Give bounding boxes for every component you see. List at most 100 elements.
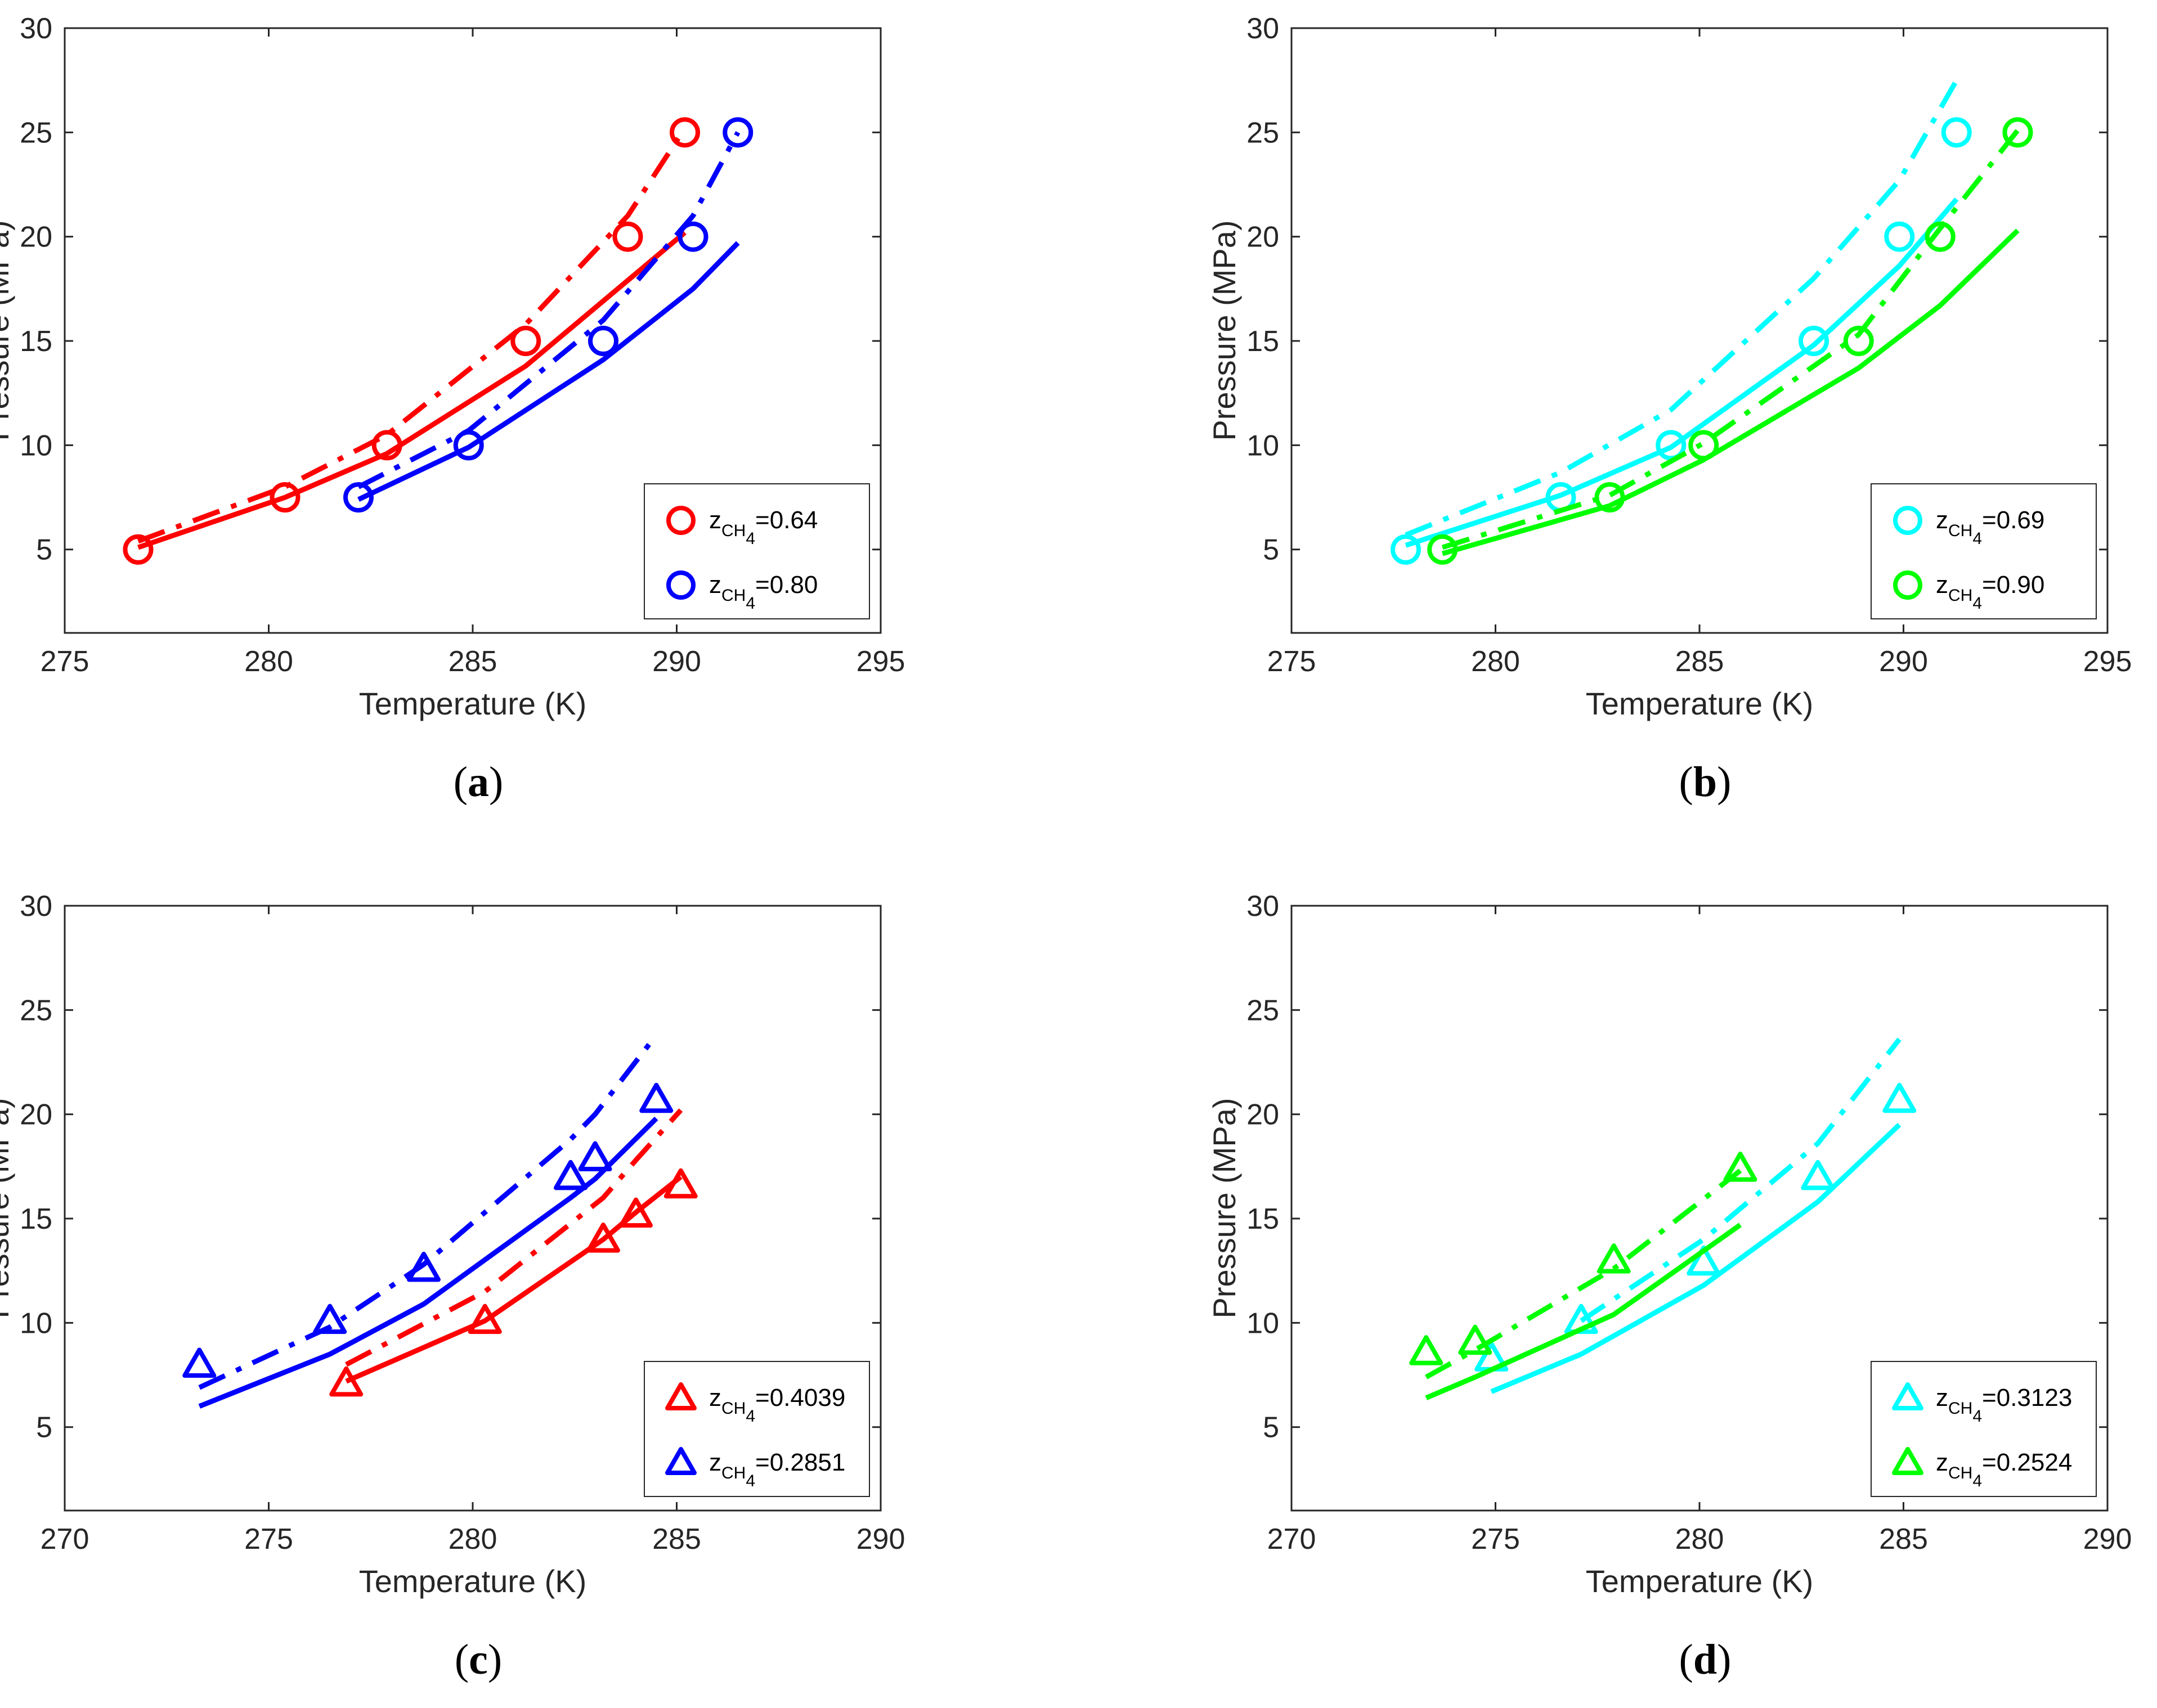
dashdot-line bbox=[1441, 128, 2020, 550]
legend-entry-label: zCH4=0.80 bbox=[709, 571, 818, 613]
data-point bbox=[1391, 534, 1421, 565]
panel-c: 270 275 280 285 290 5 10 15 20 25 30 Temperature (K… bbox=[0, 890, 905, 1683]
x-tick-label: 290 bbox=[652, 645, 701, 678]
series-0.2524 bbox=[1409, 1152, 1757, 1400]
legend-entry-label: zCH4=0.69 bbox=[1936, 506, 2044, 548]
y-tick-label: 25 bbox=[1246, 994, 1279, 1027]
x-tick-label: 290 bbox=[856, 1523, 905, 1556]
legend-marker bbox=[1892, 1447, 1923, 1475]
x-tick-label: 285 bbox=[1675, 645, 1724, 678]
data-point bbox=[554, 1159, 588, 1190]
x-tick-label: 295 bbox=[856, 645, 905, 678]
y-axis-label: Pressure (MPa) bbox=[1207, 1098, 1242, 1318]
panel-caption: (b) bbox=[1679, 758, 1732, 806]
data-point bbox=[1941, 117, 1972, 148]
x-axis-label: Temperature (K) bbox=[359, 1563, 587, 1599]
data-point bbox=[371, 430, 402, 461]
legend-entry-label: zCH4=0.64 bbox=[709, 506, 818, 548]
data-point bbox=[678, 221, 708, 252]
legend-marker bbox=[1893, 570, 1922, 600]
x-tick-label: 290 bbox=[2083, 1523, 2132, 1556]
data-point bbox=[1688, 430, 1719, 461]
x-tick-label: 280 bbox=[244, 645, 293, 678]
panel-caption: (c) bbox=[455, 1636, 502, 1683]
x-tick-label: 285 bbox=[449, 645, 497, 678]
y-axis-label: Pressure (MPa) bbox=[1207, 220, 1242, 441]
legend: zCH4=0.3123 zCH4=0.2524 bbox=[1871, 1361, 2097, 1497]
data-point bbox=[468, 1304, 502, 1334]
data-point bbox=[1427, 534, 1458, 565]
y-tick-label: 15 bbox=[20, 325, 52, 358]
legend-marker bbox=[665, 1447, 697, 1475]
x-axis-label: Temperature (K) bbox=[359, 686, 587, 721]
data-point bbox=[510, 326, 541, 357]
y-tick-label: 5 bbox=[1263, 1412, 1279, 1444]
series-0.90 bbox=[1427, 117, 2033, 565]
series-0.64 bbox=[123, 117, 700, 565]
data-point bbox=[1597, 1243, 1631, 1274]
y-tick-label: 10 bbox=[20, 429, 52, 462]
x-tick-label: 285 bbox=[652, 1523, 701, 1556]
data-point bbox=[1458, 1324, 1492, 1355]
dashdot-line bbox=[198, 1033, 658, 1390]
data-point bbox=[182, 1347, 217, 1378]
y-tick-label: 15 bbox=[1246, 1203, 1279, 1235]
data-point bbox=[2002, 117, 2033, 148]
x-tick-label: 280 bbox=[1471, 645, 1520, 678]
dashdot-line bbox=[357, 131, 741, 489]
data-point bbox=[1687, 1245, 1721, 1276]
legend-box bbox=[1871, 1361, 2097, 1497]
data-point bbox=[1882, 1082, 1917, 1113]
panel-caption: (d) bbox=[1679, 1636, 1732, 1683]
y-axis-label: Pressure (MPa) bbox=[0, 220, 15, 441]
y-tick-label: 15 bbox=[1246, 325, 1279, 358]
data-point bbox=[407, 1252, 441, 1282]
series-0.2851 bbox=[182, 1033, 674, 1409]
data-point bbox=[343, 482, 374, 513]
series-0.69 bbox=[1391, 79, 1972, 565]
data-point bbox=[453, 430, 484, 461]
legend-marker bbox=[666, 570, 696, 600]
dashdot-line bbox=[1580, 1037, 1902, 1323]
solid-line bbox=[345, 1175, 683, 1384]
data-point bbox=[1594, 482, 1625, 513]
data-point bbox=[663, 1168, 698, 1199]
y-tick-label: 15 bbox=[20, 1203, 52, 1235]
data-point bbox=[1843, 326, 1874, 357]
data-point bbox=[586, 1222, 620, 1253]
legend-entry-label: zCH4=0.3123 bbox=[1936, 1384, 2072, 1426]
y-tick-label: 30 bbox=[20, 12, 52, 45]
x-tick-label: 270 bbox=[41, 1523, 89, 1556]
y-tick-label: 25 bbox=[1246, 116, 1279, 149]
legend-marker bbox=[1893, 506, 1922, 535]
y-tick-label: 10 bbox=[1246, 1307, 1279, 1340]
y-tick-label: 25 bbox=[20, 994, 52, 1027]
y-tick-label: 5 bbox=[36, 534, 52, 567]
legend-marker bbox=[665, 1382, 697, 1410]
panel-a: 275 280 285 290 295 5 10 15 20 25 30 Temperature (K… bbox=[0, 12, 905, 806]
x-tick-label: 275 bbox=[41, 645, 89, 678]
x-tick-label: 290 bbox=[1879, 645, 1928, 678]
y-tick-label: 10 bbox=[1246, 429, 1279, 462]
solid-line bbox=[1405, 197, 1959, 548]
data-point bbox=[1723, 1152, 1757, 1182]
legend: zCH4=0.64 zCH4=0.80 bbox=[644, 483, 870, 619]
legend-entry-label: zCH4=0.4039 bbox=[709, 1384, 845, 1426]
x-tick-label: 285 bbox=[1879, 1523, 1928, 1556]
solid-line bbox=[1441, 228, 2020, 556]
data-point bbox=[670, 117, 700, 148]
data-point bbox=[1884, 221, 1915, 252]
data-point bbox=[329, 1366, 364, 1397]
data-point bbox=[612, 221, 643, 252]
x-tick-label: 270 bbox=[1267, 1523, 1316, 1556]
data-point bbox=[619, 1197, 653, 1228]
panel-caption: (a) bbox=[454, 758, 504, 806]
x-tick-label: 275 bbox=[1267, 645, 1316, 678]
y-tick-label: 20 bbox=[20, 1099, 52, 1131]
data-point bbox=[1656, 430, 1687, 461]
y-tick-label: 20 bbox=[1246, 1099, 1279, 1131]
x-tick-label: 275 bbox=[1471, 1523, 1520, 1556]
data-point bbox=[270, 482, 301, 513]
y-tick-label: 5 bbox=[1263, 534, 1279, 567]
